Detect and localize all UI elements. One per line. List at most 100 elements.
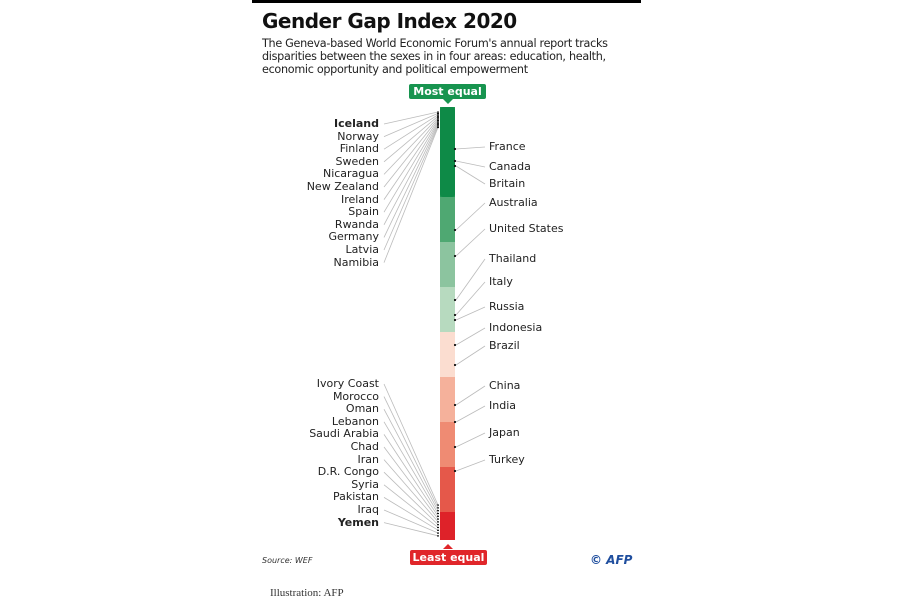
country-marker	[453, 228, 457, 232]
leader-line	[455, 432, 486, 448]
leader-line	[455, 258, 486, 301]
country-marker	[453, 318, 457, 322]
country-label: Saudi Arabia	[309, 427, 379, 441]
country-marker	[453, 420, 457, 424]
country-marker	[437, 121, 439, 123]
leader-line	[383, 497, 439, 531]
leader-line	[383, 484, 439, 528]
country-label: D.R. Congo	[317, 465, 379, 479]
scale-segment	[440, 287, 455, 332]
country-marker	[437, 122, 439, 124]
scale-segment	[440, 332, 455, 377]
country-marker	[437, 535, 439, 537]
leader-line	[383, 114, 439, 150]
leader-line	[455, 202, 486, 231]
country-marker	[437, 510, 439, 512]
leader-line	[383, 396, 439, 508]
country-marker	[453, 313, 457, 317]
leader-line	[383, 383, 439, 506]
leader-line	[383, 111, 439, 125]
leader-line	[383, 446, 439, 520]
country-marker	[453, 147, 457, 151]
leader-line	[455, 385, 486, 406]
leader-line	[455, 306, 486, 321]
most-equal-label: Most equal	[409, 84, 486, 99]
country-marker	[437, 117, 439, 119]
country-marker	[453, 164, 457, 168]
country-marker	[437, 529, 439, 531]
scale-segment	[440, 512, 455, 540]
leader-line	[383, 127, 439, 263]
scale-segment	[440, 377, 455, 422]
country-marker	[453, 254, 457, 258]
country-marker	[453, 343, 457, 347]
country-label: Finland	[339, 142, 379, 156]
caption: Illustration: AFP	[270, 587, 344, 599]
country-label: Yemen	[337, 515, 379, 529]
least-equal-label: Least equal	[410, 550, 487, 565]
country-label: Spain	[348, 205, 379, 219]
country-marker	[437, 115, 439, 117]
leader-line	[455, 160, 486, 168]
country-marker	[437, 526, 439, 529]
country-label: Morocco	[332, 389, 379, 403]
leader-line	[383, 471, 439, 525]
country-label: Iran	[357, 452, 379, 466]
leader-line	[383, 421, 439, 514]
leader-line	[455, 281, 486, 316]
country-marker	[437, 532, 439, 534]
leader-line	[383, 434, 439, 517]
country-marker	[437, 512, 439, 515]
source: Source: WEF	[262, 556, 313, 565]
country-label: Lebanon	[331, 414, 379, 428]
country-label: New Zealand	[306, 180, 379, 193]
leader-line	[383, 522, 439, 537]
country-label: Norway	[337, 129, 379, 143]
scale-segment	[440, 107, 455, 197]
country-label: Turkey	[489, 453, 525, 466]
leader-line	[455, 327, 486, 346]
page-title: Gender Gap Index 2020	[262, 9, 517, 33]
country-marker	[453, 445, 457, 449]
country-label: Rwanda	[334, 217, 379, 231]
country-label: Indonesia	[489, 321, 543, 334]
leader-line	[383, 118, 439, 188]
country-marker	[437, 504, 439, 506]
leader-line	[455, 146, 486, 150]
country-label: France	[489, 140, 526, 153]
leader-line	[455, 405, 486, 423]
country-label: Canada	[489, 160, 531, 173]
country-marker	[453, 469, 457, 473]
country-marker	[437, 126, 439, 129]
leader-line	[383, 459, 439, 523]
leader-line	[383, 123, 439, 225]
country-label: Syria	[351, 477, 379, 491]
country-marker	[453, 159, 457, 163]
scale-segment	[440, 197, 455, 242]
leader-line	[383, 115, 439, 163]
pointer-top	[443, 99, 453, 104]
country-label: Namibia	[333, 255, 379, 269]
country-label: Australia	[489, 196, 538, 209]
afp-logo: © AFP	[590, 553, 633, 567]
country-label: Oman	[345, 402, 379, 416]
country-label: Russia	[489, 300, 525, 313]
country-marker	[437, 111, 439, 113]
country-label: Chad	[350, 440, 379, 453]
country-label: Thailand	[489, 252, 537, 265]
scale-segment	[440, 242, 455, 287]
country-label: Japan	[489, 426, 520, 439]
top-rule	[252, 0, 641, 3]
country-marker	[437, 518, 439, 520]
country-label: Ireland	[340, 192, 379, 206]
leader-line	[455, 459, 486, 472]
country-marker	[437, 524, 439, 526]
country-marker	[437, 521, 439, 523]
leader-line	[383, 124, 439, 238]
country-label: Latvia	[345, 243, 380, 256]
country-label: Iraq	[357, 503, 380, 516]
country-label: Britain	[489, 177, 526, 190]
leader-line	[383, 117, 439, 175]
leader-line	[383, 113, 439, 137]
